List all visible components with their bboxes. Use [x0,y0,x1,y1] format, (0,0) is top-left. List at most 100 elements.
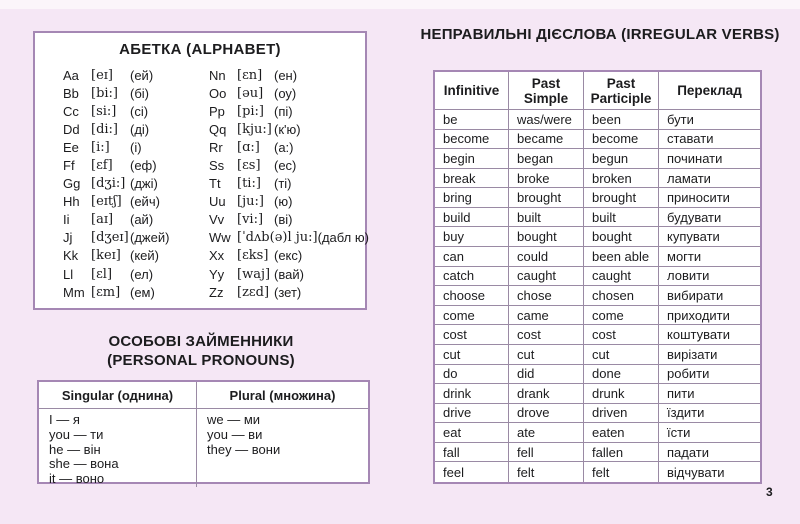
alphabet-pronunciation: (а:) [274,139,294,155]
verbs-cell: become [435,129,509,150]
alphabet-pronunciation: (джі) [130,176,158,192]
alphabet-pronunciation: (ейч) [130,194,160,210]
alphabet-transcription: [waj] [237,266,271,282]
verbs-cell: drove [509,403,584,424]
verbs-cell: fell [509,442,584,463]
verbs-cell: ate [509,423,584,443]
alphabet-letter: Gg [63,176,81,192]
pronoun-item: I — я [49,412,80,427]
alphabet-transcription: [dʒeɪ] [91,230,129,246]
pronouns-title: ОСОБОВІ ЗАЙМЕННИКИ (PERSONAL PRONOUNS) [33,332,369,370]
verbs-cell: broken [584,168,659,189]
alphabet-entry: Jj [dʒeɪ] (джей) [63,229,169,247]
verbs-cell: been [584,110,659,130]
pronoun-item: we — ми [207,412,261,427]
alphabet-pronunciation: (ес) [274,158,297,174]
alphabet-letter: Rr [209,139,223,155]
alphabet-entry: Gg [dʒi:] (джі) [63,175,169,193]
pronouns-title-line2: (PERSONAL PRONOUNS) [107,352,295,369]
verbs-cell: driven [584,403,659,424]
verbs-cell: chose [509,286,584,306]
alphabet-pronunciation: (к'ю) [274,121,301,137]
alphabet-pronunciation: (пі) [274,103,293,119]
pronoun-item: it — воно [49,471,105,487]
alphabet-entry: Xx [ɛks] (екс) [209,247,369,265]
alphabet-entry: Mm [ɛm] (ем) [63,283,169,301]
verbs-cell: broke [509,168,584,189]
alphabet-entry: Pp [pi:] (пі) [209,102,369,120]
alphabet-transcription: [aɪ] [91,212,114,228]
alphabet-entry: Qq [kju:] (к'ю) [209,120,369,138]
verbs-header-cell: Переклад [659,72,760,110]
verbs-cell: drive [435,403,509,424]
pronouns-title-line1: ОСОБОВІ ЗАЙМЕННИКИ [108,333,294,350]
verbs-cell: built [584,207,659,228]
alphabet-letter: Aa [63,67,79,83]
verbs-cell: cost [584,325,659,345]
verbs-cell: починати [659,149,760,169]
verbs-cell: begin [435,149,509,169]
verbs-cell: been able [584,247,659,267]
alphabet-entry: Uu [ju:] (ю) [209,193,369,211]
alphabet-transcription: [pi:] [237,103,265,119]
verbs-cell: caught [584,266,659,287]
verbs-cell: do [435,364,509,385]
verbs-cell: brought [584,188,659,208]
alphabet-letter: Dd [63,121,80,137]
alphabet-transcription: [ɛf] [91,158,113,174]
alphabet-column-left: Aa [eɪ] (ей) Bb [bi:] (бі) Cc [si:] (сі) Dd [di:] (… [63,66,169,301]
alphabet-entry: Ww [ˈdʌb(ə)l ju:] (дабл ю) [209,229,369,247]
alphabet-entry: Rr [ɑ:] (а:) [209,138,369,156]
pronouns-singular-list: I — я you — ти he — він she — вона it — воно [39,409,197,487]
alphabet-letter: Vv [209,212,225,228]
alphabet-column-right: Nn [ɛn] (ен) Oo [əu] (оу) Pp [pi:] (пі) Qq [kju:](… [209,66,369,301]
alphabet-letter: Cc [63,103,79,119]
alphabet-transcription: [ɑ:] [237,139,260,155]
alphabet-entry: Ll [ɛl] (ел) [63,265,169,283]
verbs-cell: became [509,129,584,150]
verbs-cell: began [509,149,584,169]
verbs-cell: ловити [659,267,760,287]
alphabet-pronunciation: (ел) [130,266,154,282]
alphabet-pronunciation: (оу) [274,85,297,101]
alphabet-entry: Nn [ɛn] (ен) [209,66,369,84]
alphabet-entry: Ss [ɛs] (ес) [209,156,369,174]
alphabet-transcription: [di:] [91,121,119,137]
pronoun-item: he — він [49,441,101,457]
alphabet-letter: Kk [63,248,79,264]
alphabet-title: АБЕТКА (ALPHABET) [119,41,281,58]
alphabet-letter: Yy [209,266,225,282]
alphabet-pronunciation: (ей) [130,67,154,83]
verbs-cell: вирізати [659,345,760,365]
verbs-cell: drink [435,384,509,404]
alphabet-entry: Bb [bi:] (бі) [63,84,169,102]
page-number: 3 [766,485,773,499]
alphabet-transcription: [eɪtʃ] [91,194,122,210]
alphabet-transcription: [ɛs] [237,158,261,174]
verbs-cell: бути [659,110,760,130]
verbs-cell: drunk [584,384,659,404]
verbs-cell: bought [584,227,659,248]
alphabet-transcription: [əu] [237,85,264,101]
alphabet-transcription: [vi:] [237,212,264,228]
alphabet-pronunciation: (джей) [130,230,170,246]
alphabet-letter: Zz [209,284,224,300]
alphabet-transcription: [zɛd] [237,284,270,300]
alphabet-pronunciation: (еф) [130,158,157,174]
verbs-cell: be [435,110,509,130]
alphabet-letter: Bb [63,85,79,101]
verbs-cell: came [509,305,584,326]
alphabet-letter: Jj [63,230,73,246]
verbs-cell: cut [509,344,584,365]
alphabet-letter: Pp [209,103,225,119]
verbs-cell: їсти [659,423,760,443]
alphabet-pronunciation: (вай) [274,266,304,282]
alphabet-letter: Uu [209,194,226,210]
verbs-header-cell: Past Participle [584,72,659,110]
alphabet-pronunciation: (ем) [130,284,155,300]
verbs-cell: могти [659,247,760,267]
alphabet-entry: Oo [əu] (оу) [209,84,369,102]
verbs-cell: ставати [659,130,760,150]
alphabet-transcription: [ɛm] [91,284,121,300]
